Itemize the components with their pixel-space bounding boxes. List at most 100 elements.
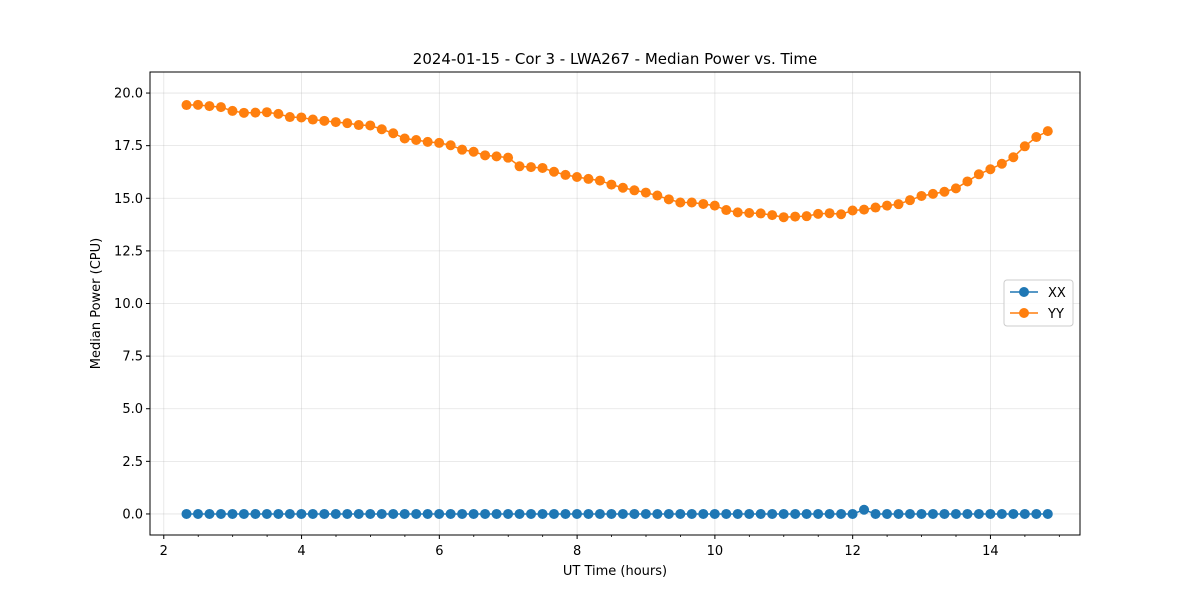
y-axis-label: Median Power (CPU): [89, 238, 104, 369]
series-yy-point: [411, 134, 422, 145]
series-xx-point: [767, 508, 778, 519]
series-xx-point: [663, 508, 674, 519]
axes: 2 4 6 8 10 12 14 0.0 2.5 5.0 7.5 10.0 12.5 15.0 17.5 20…: [114, 87, 1060, 559]
series-yy-point: [824, 208, 835, 219]
series-yy-point: [583, 173, 594, 184]
series-yy-point: [319, 115, 330, 126]
series-xx-point: [824, 508, 835, 519]
series-yy-point: [882, 200, 893, 211]
series-xx-point: [537, 508, 548, 519]
series-xx-point: [1019, 508, 1030, 519]
series-xx-point: [744, 508, 755, 519]
y-tick-label: 7.5: [122, 350, 143, 365]
series-yy-point: [548, 166, 559, 177]
series-xx-point: [1031, 508, 1042, 519]
series-yy-point: [537, 162, 548, 173]
series-xx-point: [813, 508, 824, 519]
series-yy-point: [457, 144, 468, 155]
series-xx-point: [342, 508, 353, 519]
series-yy-point: [617, 182, 628, 193]
series-xx-point: [330, 508, 341, 519]
series-xx-point: [376, 508, 387, 519]
series-xx-point: [491, 508, 502, 519]
x-tick-label: 2: [160, 544, 168, 559]
series-xx-point: [686, 508, 697, 519]
series-xx-point: [583, 508, 594, 519]
series-xx-point: [526, 508, 537, 519]
series-yy-point: [526, 162, 537, 173]
series-yy-point: [996, 158, 1007, 169]
series-xx-point: [204, 508, 215, 519]
series-xx-point: [836, 508, 847, 519]
series-xx-point: [927, 508, 938, 519]
series-yy-point: [744, 208, 755, 218]
series-xx-point: [445, 508, 456, 519]
series-xx-point: [514, 508, 525, 519]
series-xx-point: [594, 508, 605, 519]
series-yy-point: [422, 136, 433, 147]
x-tick-label: 8: [573, 544, 581, 559]
legend-xx-marker: [1019, 287, 1029, 297]
series-xx-point: [675, 508, 686, 519]
series-xx-point: [296, 508, 307, 519]
legend-yy-marker: [1019, 308, 1029, 318]
legend: XX YY: [1003, 279, 1074, 327]
x-axis-label: UT Time (hours): [563, 564, 667, 579]
series-yy-point: [365, 120, 376, 131]
series-xx-point: [261, 508, 272, 519]
x-tick-label: 14: [982, 544, 999, 559]
legend-yy-label: YY: [1047, 307, 1064, 322]
series-xx-point: [859, 504, 870, 515]
series-xx-point: [950, 508, 961, 519]
series-yy-point: [663, 194, 674, 205]
series-yy: [181, 99, 1053, 223]
x-tick-label: 12: [844, 544, 861, 559]
y-tick-label: 12.5: [114, 244, 143, 259]
series-yy-point: [514, 161, 525, 172]
series-yy-point: [261, 107, 272, 118]
series-xx-point: [388, 508, 399, 519]
series-xx-point: [939, 508, 950, 519]
chart-title: 2024-01-15 - Cor 3 - LWA267 - Median Pow…: [413, 50, 817, 68]
series-xx-point: [617, 508, 628, 519]
series-yy-point: [939, 186, 950, 197]
series-yy-point: [859, 204, 870, 215]
series-yy-point: [606, 179, 617, 190]
series-xx-point: [962, 508, 973, 519]
x-tick-label: 10: [707, 544, 724, 559]
series-yy-point: [250, 107, 261, 118]
series-yy-point: [181, 100, 192, 111]
series-xx-point: [411, 508, 422, 519]
series-yy-point: [571, 172, 582, 183]
series-xx-point: [215, 508, 226, 519]
series-yy-point: [342, 118, 353, 129]
series-xx-point: [721, 508, 732, 519]
series-yy-point: [686, 197, 697, 208]
series-yy-point: [629, 185, 640, 196]
series-yy-point: [870, 202, 881, 213]
series-yy-point: [227, 105, 238, 116]
series-xx-point: [629, 508, 640, 519]
series-yy-point: [273, 108, 284, 119]
legend-xx-label: XX: [1048, 286, 1066, 301]
series-yy-line: [186, 104, 1049, 218]
series-yy-point: [1042, 126, 1053, 137]
series-xx-point: [790, 508, 801, 519]
series-xx-point: [893, 508, 904, 519]
series-xx-point: [181, 508, 192, 519]
series-xx-point: [273, 508, 284, 519]
series-yy-point: [399, 133, 410, 144]
series-yy-point: [1008, 152, 1019, 163]
series-xx-point: [307, 508, 318, 519]
series-xx-point: [1042, 508, 1053, 519]
series-yy-point: [950, 183, 961, 194]
series-yy-point: [732, 207, 743, 218]
series-xx-point: [870, 508, 881, 519]
series-yy-point: [376, 124, 387, 135]
x-tick-label: 4: [297, 544, 305, 559]
x-tick-label: 6: [435, 544, 443, 559]
series-yy-point: [1031, 132, 1042, 143]
series-xx-point: [698, 508, 709, 519]
series-yy-point: [836, 209, 847, 220]
